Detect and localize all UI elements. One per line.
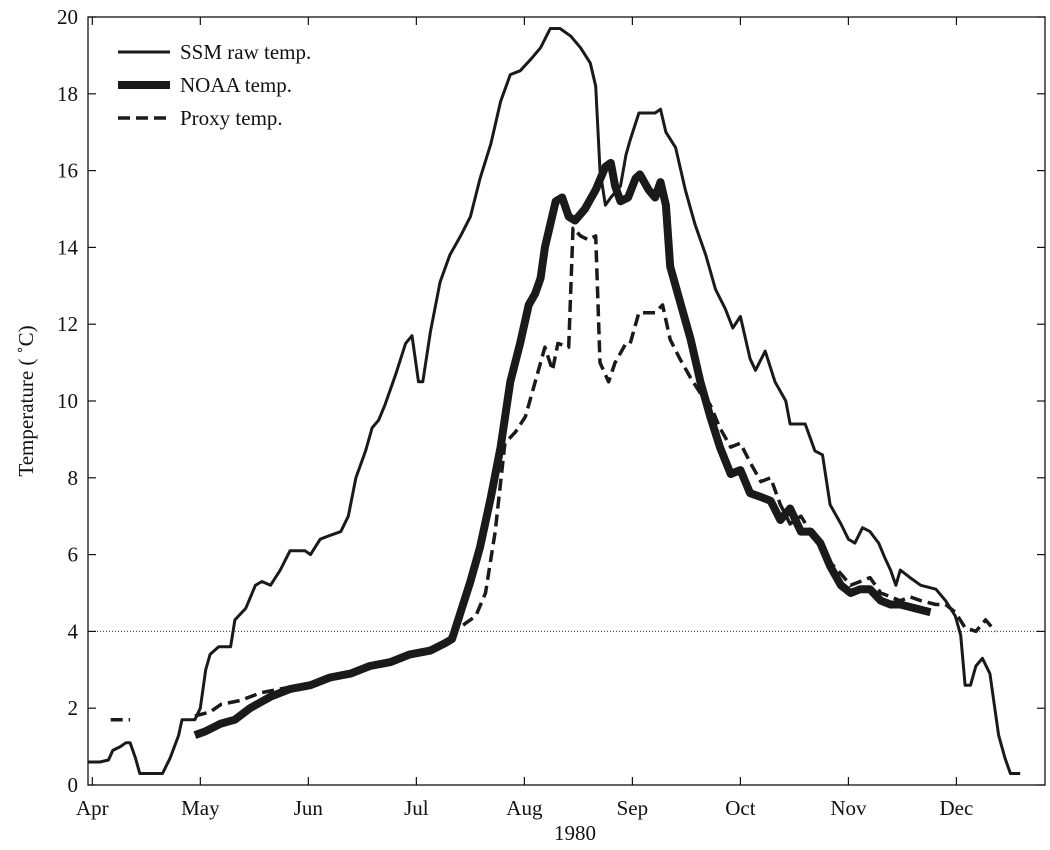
x-axis-label: 1980 bbox=[554, 821, 596, 845]
legend-label: SSM raw temp. bbox=[180, 40, 311, 64]
plot-frame bbox=[87, 16, 1046, 786]
y-tick-label: 12 bbox=[57, 312, 78, 336]
y-axis-label: Temperature ( ˚C) bbox=[14, 325, 38, 476]
y-tick-label: 16 bbox=[57, 159, 78, 183]
legend-label: NOAA temp. bbox=[180, 73, 292, 97]
y-tick-label: 0 bbox=[68, 773, 79, 797]
y-tick-label: 6 bbox=[68, 543, 79, 567]
legend-label: Proxy temp. bbox=[180, 106, 283, 130]
x-tick-label: May bbox=[181, 796, 220, 820]
y-tick-label: 4 bbox=[68, 619, 79, 643]
x-tick-label: Nov bbox=[830, 796, 867, 820]
y-tick-label: 14 bbox=[57, 235, 79, 259]
x-tick-label: Dec bbox=[940, 796, 974, 820]
x-tick-label: Jun bbox=[294, 796, 324, 820]
y-tick-label: 20 bbox=[57, 5, 78, 29]
y-tick-label: 10 bbox=[57, 389, 78, 413]
y-tick-label: 18 bbox=[57, 82, 78, 106]
x-tick-label: Aug bbox=[506, 796, 543, 820]
x-tick-label: Apr bbox=[76, 796, 109, 820]
y-tick-label: 8 bbox=[68, 466, 79, 490]
data-line bbox=[88, 27, 1021, 775]
x-tick-label: Jul bbox=[404, 796, 429, 820]
data-line bbox=[110, 226, 997, 722]
y-tick-label: 2 bbox=[68, 696, 79, 720]
data-line bbox=[193, 158, 932, 739]
x-tick-label: Oct bbox=[725, 796, 755, 820]
x-tick-label: Sep bbox=[617, 796, 649, 820]
